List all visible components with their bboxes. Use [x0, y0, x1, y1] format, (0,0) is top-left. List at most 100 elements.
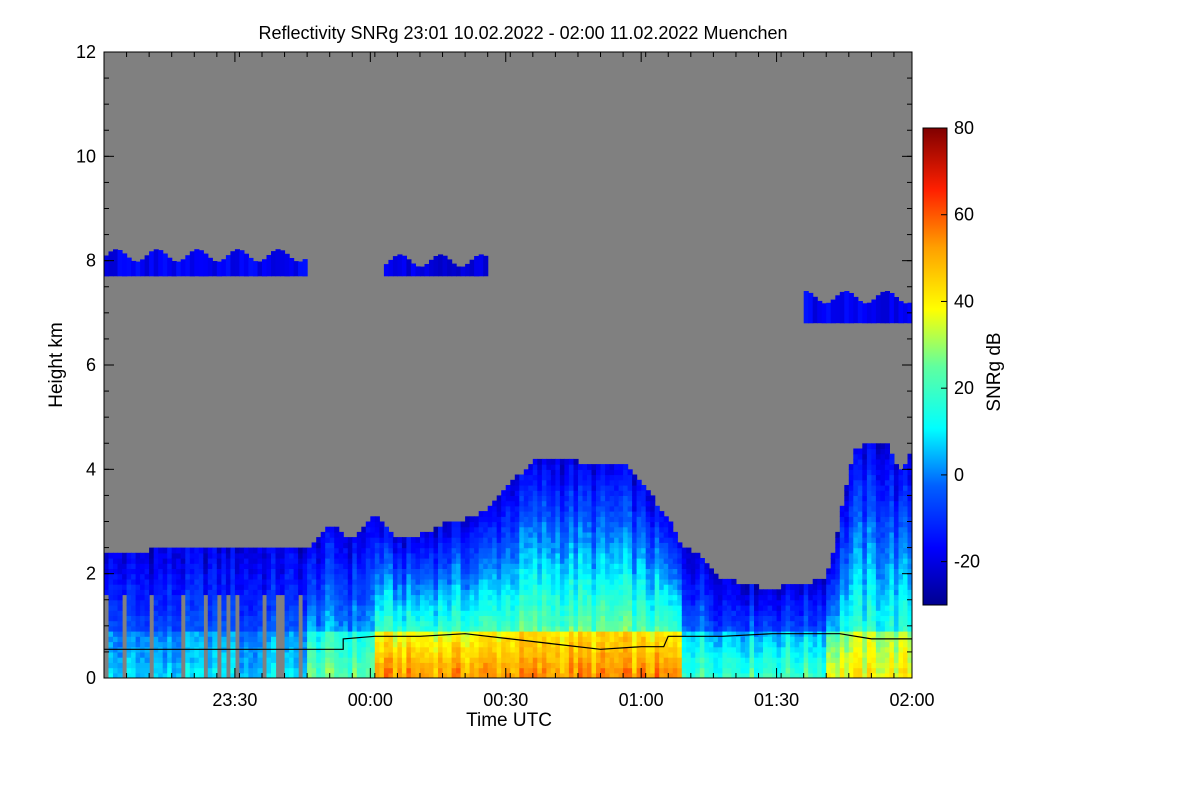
heat-cell [519, 558, 525, 564]
heat-cell [568, 485, 574, 491]
heat-cell [537, 563, 543, 569]
heat-cell [889, 568, 895, 575]
heat-cell [185, 631, 191, 637]
heat-cell [555, 500, 561, 507]
heat-cell [541, 526, 547, 533]
heat-cell [271, 594, 277, 601]
heat-cell [185, 667, 191, 674]
heat-cell [465, 615, 471, 622]
heat-cell [532, 594, 538, 601]
heat-cell [884, 505, 890, 512]
heat-cell [605, 469, 611, 476]
heat-cell [266, 651, 272, 658]
heat-cell [726, 594, 732, 601]
heat-cell [514, 610, 520, 616]
heat-cell [135, 599, 141, 606]
heat-cell [352, 537, 358, 543]
heat-cell [307, 584, 313, 590]
heat-cell [401, 651, 407, 658]
heat-cell [316, 625, 322, 632]
heat-cell [352, 636, 358, 643]
heat-cell [573, 667, 579, 674]
heat-cell [614, 563, 620, 569]
heat-cell [478, 558, 484, 564]
heat-cell [708, 625, 714, 632]
heat-cell [420, 547, 426, 554]
heat-cell [857, 610, 863, 616]
heat-cell [568, 542, 574, 549]
heat-cell [501, 667, 507, 674]
heat-cell [392, 594, 398, 601]
heat-cell [356, 531, 362, 538]
heat-cell [117, 636, 123, 643]
heat-cell [198, 657, 204, 663]
heat-cell [717, 667, 723, 674]
heat-cell [248, 636, 254, 643]
heat-cell [848, 667, 854, 674]
heat-cell [361, 615, 367, 622]
heat-cell [591, 526, 597, 533]
heat-cell [442, 594, 448, 601]
heat-cell [663, 610, 669, 616]
heat-cell [573, 531, 579, 538]
heat-cell [550, 615, 556, 622]
heat-cell [532, 458, 538, 465]
heat-cell [320, 584, 326, 590]
heat-cell [162, 563, 168, 569]
heat-cell [564, 547, 570, 554]
heat-cell [216, 558, 222, 564]
heat-cell [636, 584, 642, 590]
heat-cell [555, 469, 561, 476]
heat-cell [844, 558, 850, 564]
heat-cell [388, 584, 394, 590]
heat-cell [555, 516, 561, 523]
heat-cell [614, 657, 620, 663]
heat-cell [668, 651, 674, 658]
heat-cell [126, 578, 132, 585]
heat-cell [487, 537, 493, 543]
heat-cell [514, 651, 520, 658]
heat-cell [469, 662, 475, 669]
heat-cell [456, 573, 462, 580]
heat-cell [776, 605, 782, 611]
heat-cell [334, 662, 340, 669]
heat-cell [573, 516, 579, 523]
heat-cell [528, 516, 534, 523]
heat-cell [754, 594, 760, 601]
heat-cell [532, 615, 538, 622]
heat-cell [758, 667, 764, 674]
heat-cell [537, 657, 543, 663]
heat-cell [763, 594, 769, 601]
heat-cell [171, 589, 177, 596]
heat-cell [410, 547, 416, 554]
heat-cell [875, 646, 881, 653]
heat-cell [681, 657, 687, 663]
heat-cell [609, 620, 615, 627]
heat-cell [519, 573, 525, 580]
heat-cell [889, 521, 895, 528]
heat-cell [510, 563, 516, 569]
heat-cell [113, 641, 119, 648]
heat-cell [523, 651, 529, 658]
heat-cell [880, 547, 886, 554]
heat-cell [559, 625, 565, 632]
heat-cell [528, 485, 534, 491]
heat-cell [871, 464, 877, 470]
heat-cell [578, 479, 584, 486]
heat-cell [388, 547, 394, 554]
heat-cell [469, 672, 475, 678]
heat-cell [383, 568, 389, 575]
heat-cell [866, 552, 872, 559]
heat-cell [884, 516, 890, 523]
heat-cell [740, 615, 746, 622]
heat-cell [546, 589, 552, 596]
heat-cell [501, 531, 507, 538]
heat-cell [438, 636, 444, 643]
heat-cell [379, 620, 385, 627]
heat-cell [532, 667, 538, 674]
heat-cell [478, 552, 484, 559]
heat-cell [505, 646, 511, 653]
heat-cell [686, 651, 692, 658]
heat-cell [356, 615, 362, 622]
heat-cell [686, 584, 692, 590]
